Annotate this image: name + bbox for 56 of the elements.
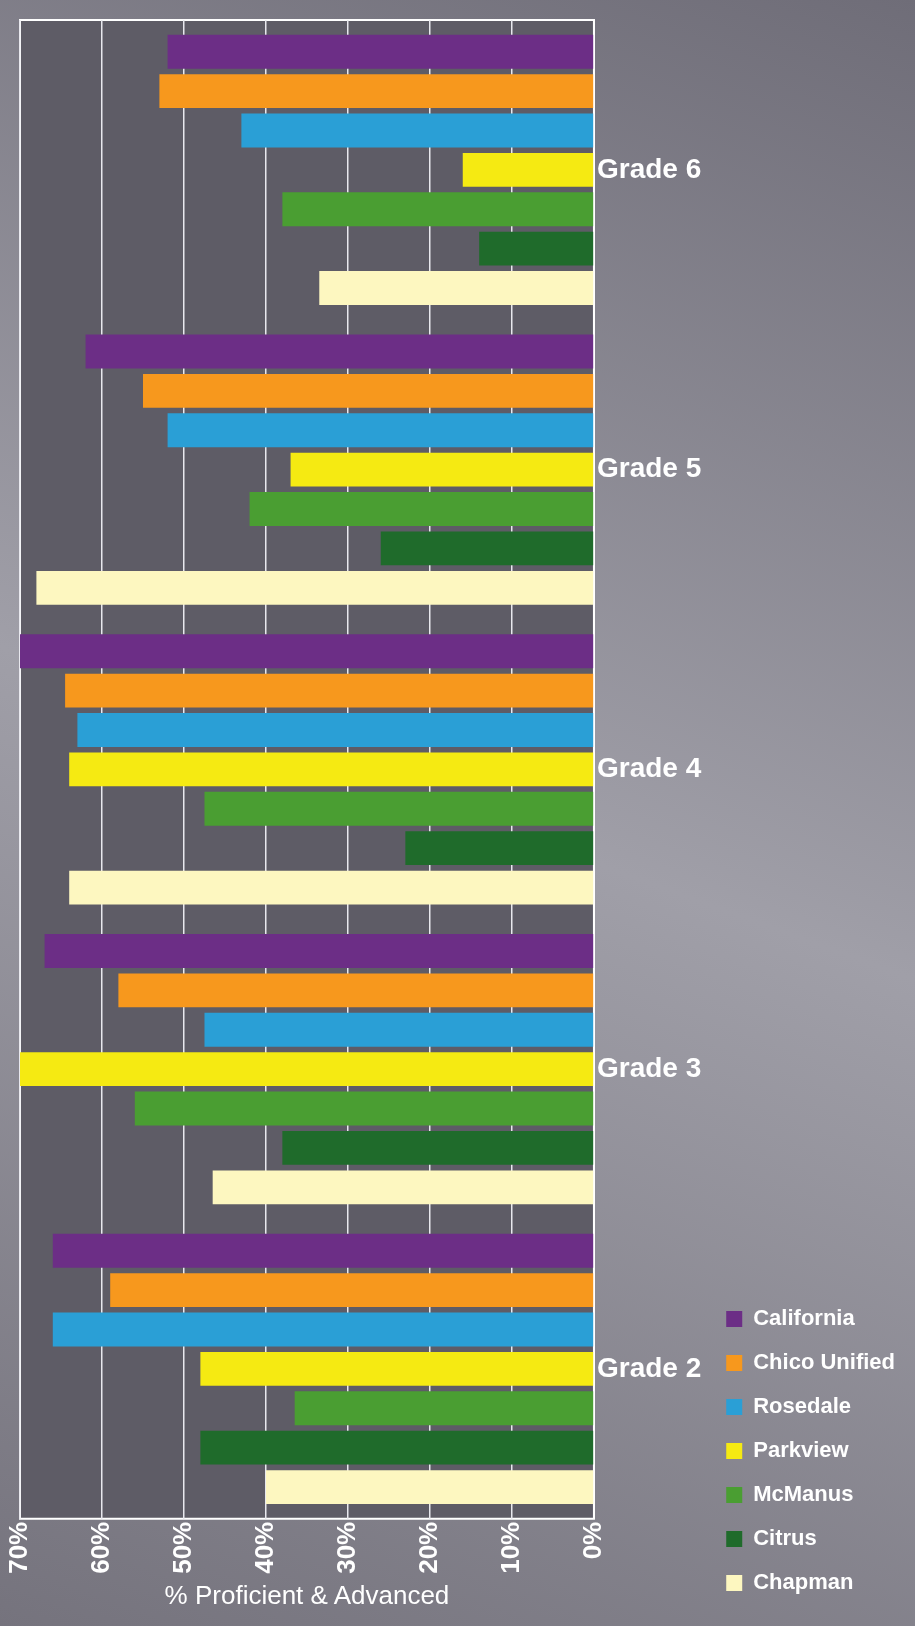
legend-label: McManus [753,1481,854,1507]
legend-label: Parkview [753,1437,850,1463]
y-tick-label: Grade 4 [596,752,702,784]
bar [167,413,594,448]
bar [20,1052,594,1087]
bar [241,113,594,148]
bar [290,452,594,487]
bar [110,1273,594,1308]
bar [167,34,594,69]
bar [405,831,594,866]
bar [265,1470,594,1505]
bar [69,752,594,787]
bar [212,1170,594,1205]
x-tick-label: 30% [331,1521,362,1574]
y-tick-label: Grade 3 [596,1051,702,1083]
bar [36,570,594,605]
bar [142,373,594,408]
legend-label: California [753,1305,856,1331]
bar [52,1312,594,1347]
bar [85,334,594,369]
legend-label: Chapman [753,1569,854,1595]
x-tick-label: 60% [85,1521,116,1574]
x-tick-label: 20% [413,1521,444,1574]
y-tick-label: Grade 6 [596,152,702,184]
bar [282,1130,594,1165]
x-tick-label: 50% [167,1521,198,1574]
x-tick-label: 40% [249,1521,280,1574]
bar [380,531,594,566]
x-tick-label: 0% [577,1521,608,1560]
bar [69,870,594,905]
legend-label: Rosedale [753,1393,852,1419]
bar [52,1233,594,1268]
bar [118,973,594,1008]
bar [462,152,594,187]
y-tick-label: Grade 5 [596,452,702,484]
bar [44,934,594,968]
bar [319,271,594,306]
legend-label: Chico Unified [753,1349,896,1375]
bar [134,1091,594,1126]
bar [200,1430,594,1465]
x-tick-label: 70% [3,1521,34,1574]
bar [20,634,594,669]
bar [77,713,594,747]
bar [282,192,594,227]
bar [479,231,594,266]
y-tick-label: Grade 2 [596,1351,702,1383]
x-tick-label: 10% [495,1521,526,1574]
bar [204,1012,594,1047]
bar [65,673,594,708]
bar [200,1351,594,1386]
bar [159,74,594,109]
x-axis-title: % Proficient & Advanced [164,1579,450,1610]
legend-label: Citrus [753,1525,817,1551]
bar [249,492,594,526]
bar [294,1391,594,1426]
bar [204,791,594,826]
